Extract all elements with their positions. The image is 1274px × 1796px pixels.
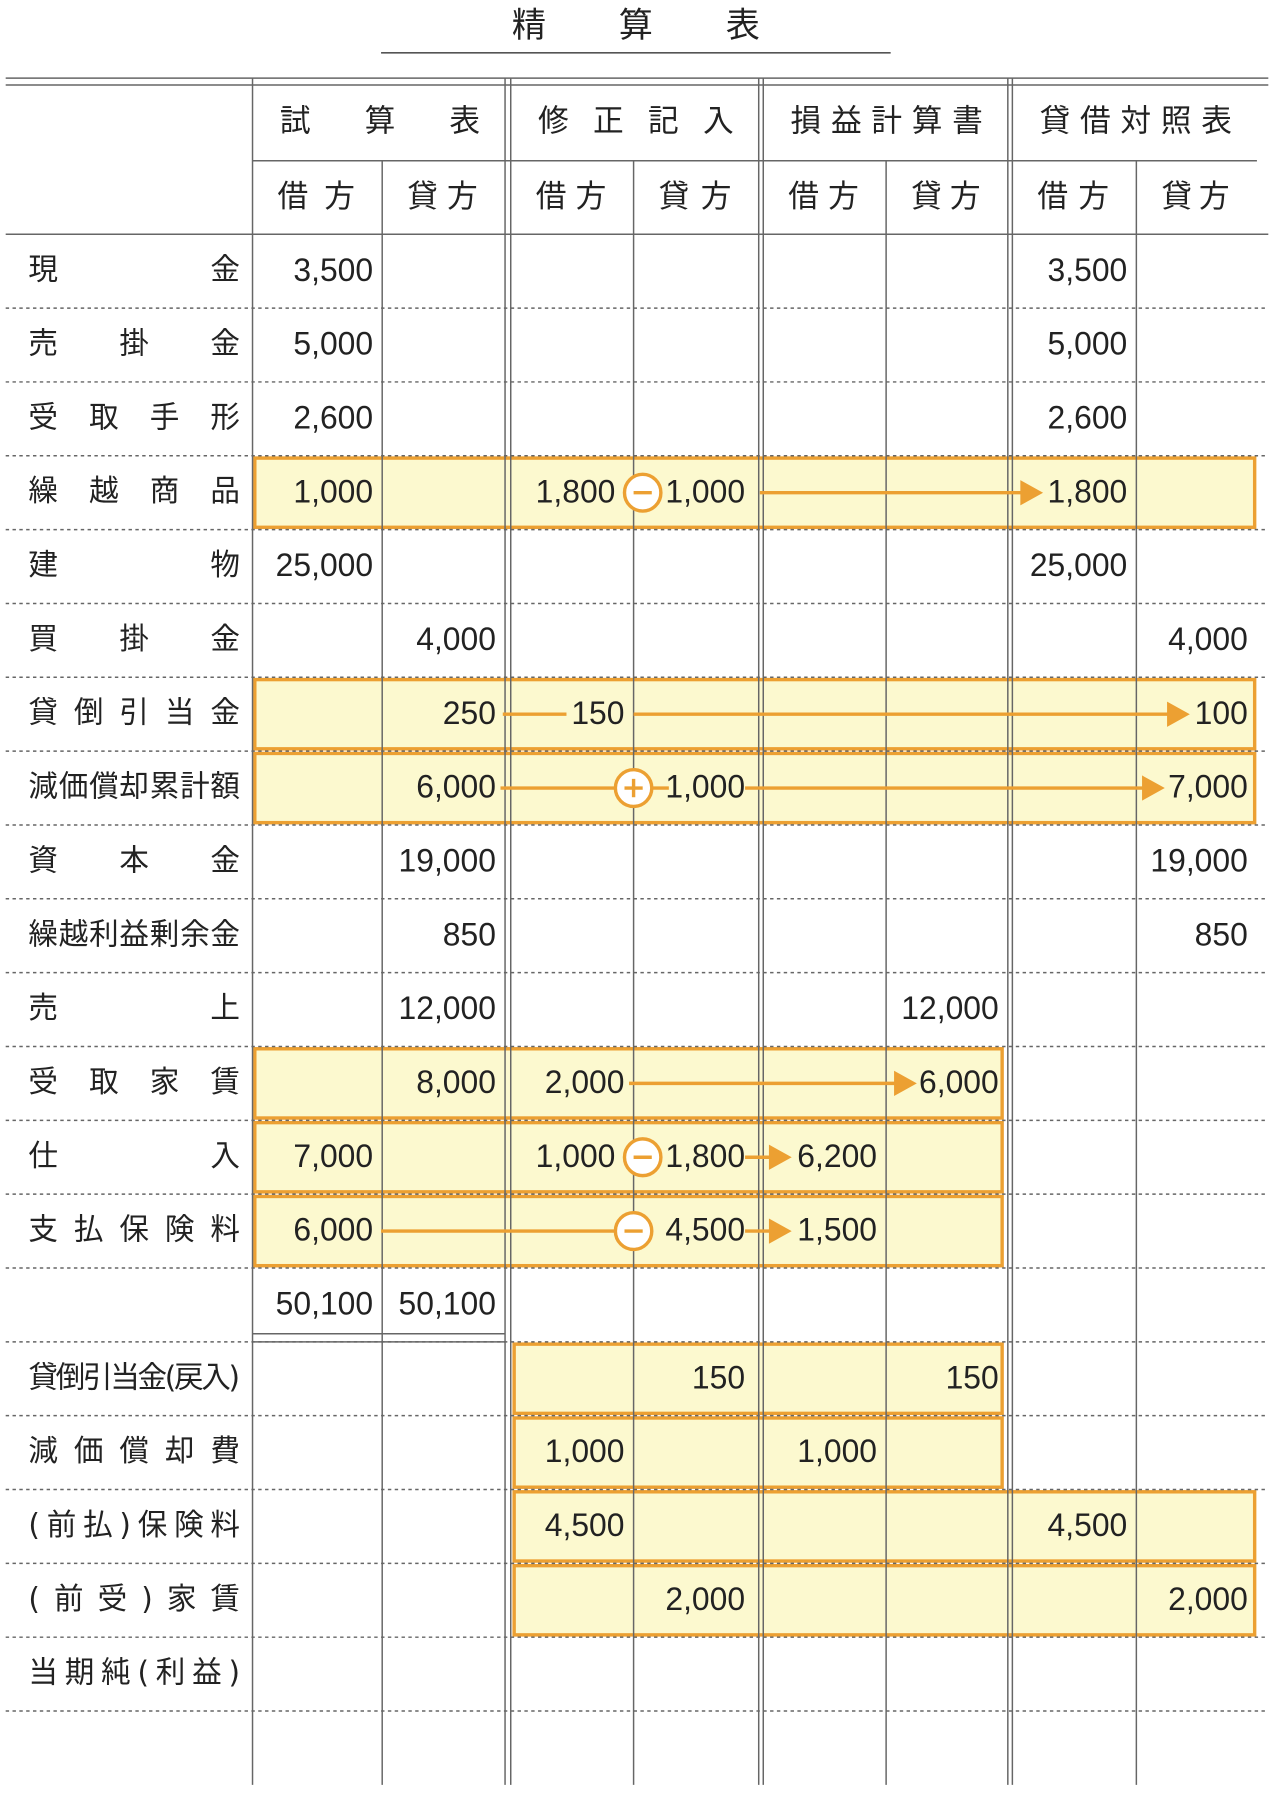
group-header: 試算表 (280, 103, 480, 139)
cell-value: 150 (946, 1359, 999, 1395)
arrow-head (768, 1218, 792, 1244)
row-label: 売掛金 (28, 326, 240, 361)
sub-header: 借方 (788, 179, 859, 215)
row-label: 買掛金 (28, 622, 240, 657)
row-label: 建物 (28, 548, 240, 583)
arrows (381, 472, 1190, 1252)
row-label: 繰越商品 (28, 474, 240, 509)
cell-value: 6,000 (416, 769, 496, 805)
row-label: 仕入 (28, 1139, 240, 1174)
cell-value: 1,000 (293, 473, 373, 509)
cell-value: 6,200 (797, 1138, 877, 1174)
cell-value: 19,000 (1150, 842, 1247, 878)
row-label: 貸倒引当金(戻入) (28, 1360, 240, 1395)
row-label: 繰越利益剰余金 (28, 917, 240, 952)
cell-value: 12,000 (399, 990, 496, 1026)
cell-value: 2,600 (1048, 399, 1128, 435)
cell-value: 12,000 (901, 990, 998, 1026)
sub-header: 借方 (536, 179, 607, 215)
cell-value: 1,500 (797, 1212, 877, 1248)
row-label: (前受)家賃 (28, 1582, 240, 1617)
cell-value: 19,000 (399, 842, 496, 878)
row-label: 貸倒引当金 (28, 696, 240, 731)
sub-header: 貸方 (407, 179, 478, 215)
cell-value: 250 (443, 695, 496, 731)
cell-value: 2,000 (1168, 1581, 1248, 1617)
cell-value: 850 (1195, 916, 1248, 952)
cell-value: 1,000 (797, 1433, 877, 1469)
group-header: 貸借対照表 (1040, 103, 1232, 139)
cell-value: 100 (1195, 695, 1248, 731)
sub-header: 貸方 (1161, 179, 1229, 215)
row-label: 売上 (28, 991, 240, 1026)
cell-value: 8,000 (416, 1064, 496, 1100)
cell-value: 1,000 (665, 473, 745, 509)
cell-value: 4,000 (416, 621, 496, 657)
cell-value: 1,000 (665, 769, 745, 805)
cell-value: 25,000 (276, 547, 373, 583)
cell-value: 4,500 (1048, 1507, 1128, 1543)
row-label: (前払)保険料 (28, 1508, 240, 1543)
cell-value: 50,100 (399, 1285, 496, 1321)
row-label: 受取家賃 (28, 1065, 240, 1100)
group-header: 損益計算書 (791, 103, 983, 139)
row-highlight (253, 456, 1257, 530)
arrow-head (1020, 480, 1044, 506)
row-label: 支払保険料 (28, 1212, 240, 1247)
row-highlight (512, 1563, 1257, 1637)
row-label: 当期純(利益) (28, 1656, 240, 1691)
arrow-head (1142, 775, 1165, 801)
arrow-head (1167, 701, 1190, 727)
cell-value: 7,000 (1168, 769, 1248, 805)
row-highlight (512, 1490, 1257, 1563)
cell-value: 2,600 (293, 399, 373, 435)
cell-value: 150 (571, 695, 624, 731)
cell-value: 150 (692, 1359, 745, 1395)
cell-value: 50,100 (276, 1285, 373, 1321)
row-label: 受取手形 (28, 400, 240, 435)
row-label: 減価償却費 (28, 1434, 240, 1469)
cell-value: 6,000 (293, 1212, 373, 1248)
cell-value: 6,000 (919, 1064, 999, 1100)
cell-value: 1,800 (536, 473, 616, 509)
cell-value: 5,000 (293, 326, 373, 362)
cell-value: 3,500 (1048, 252, 1128, 288)
cell-value: 1,000 (545, 1433, 625, 1469)
sub-header: 貸方 (911, 179, 980, 215)
cell-value: 25,000 (1030, 547, 1127, 583)
cell-value: 4,500 (545, 1507, 625, 1543)
sub-header: 借方 (278, 179, 355, 215)
cell-value: 1,800 (1048, 473, 1128, 509)
cell-value: 4,500 (665, 1212, 745, 1248)
sub-header: 貸方 (659, 179, 732, 215)
arrow-head (894, 1070, 917, 1097)
cell-value: 2,000 (665, 1581, 745, 1617)
title: 精算表 (512, 6, 760, 46)
cell-value: 1,000 (536, 1138, 616, 1174)
cell-value: 1,800 (665, 1138, 745, 1174)
cell-value: 3,500 (293, 252, 373, 288)
arrow-head (768, 1144, 792, 1170)
cell-value: 4,000 (1168, 621, 1248, 657)
row-label: 資本金 (28, 843, 240, 878)
sub-header: 借方 (1037, 179, 1109, 215)
cell-value: 850 (443, 916, 496, 952)
cell-value: 7,000 (293, 1138, 373, 1174)
cell-value: 2,000 (545, 1064, 625, 1100)
cell-value: 5,000 (1048, 326, 1128, 362)
grid (5, 77, 1269, 1785)
row-label: 現金 (28, 253, 240, 288)
row-label: 減価償却累計額 (28, 769, 240, 804)
group-header: 修正記入 (538, 103, 734, 139)
